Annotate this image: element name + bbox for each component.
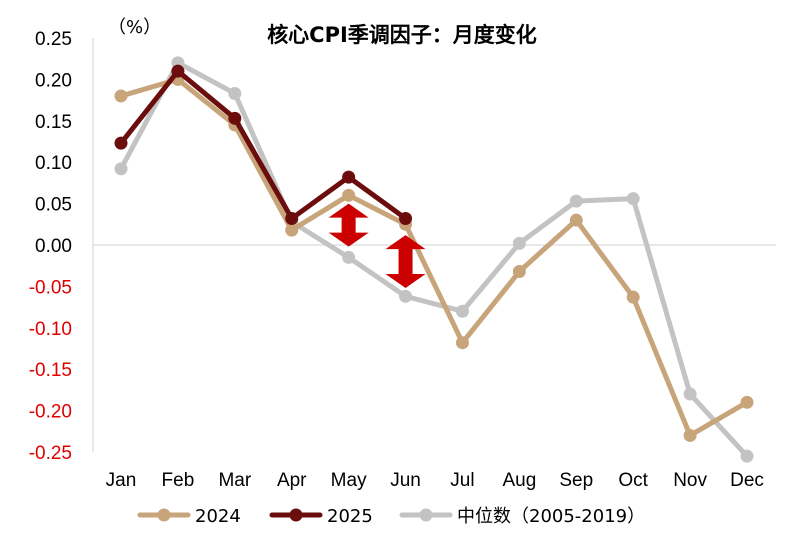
legend-swatch-marker (157, 508, 171, 522)
series-layer (114, 56, 754, 463)
series-line (118, 68, 409, 222)
x-tick-label: Jul (450, 470, 474, 491)
data-point (683, 387, 697, 401)
data-point (683, 428, 697, 442)
y-tick-label: -0.20 (29, 402, 72, 423)
data-point (569, 213, 583, 227)
data-point (740, 449, 754, 463)
data-point (171, 64, 185, 78)
x-tick-label: Aug (502, 470, 536, 491)
data-point (455, 336, 469, 350)
annotation-layer (328, 203, 426, 289)
data-point (342, 188, 356, 202)
series-2 (114, 56, 754, 463)
y-tick-labels: 0.25 0.20 0.15 0.10 0.05 0.00 -0.05 -0.10 -0.15 -… (29, 29, 72, 464)
y-tick-label: 0.10 (35, 153, 72, 174)
y-tick-label: 0.05 (35, 195, 72, 216)
data-point (626, 192, 640, 206)
data-point (342, 250, 356, 264)
data-point (342, 170, 356, 184)
series-0 (114, 72, 754, 442)
data-point (114, 136, 128, 150)
chart-title: 核心CPI季调因子：月度变化 (267, 23, 537, 47)
x-tick-label: Sep (559, 470, 593, 491)
x-tick-label: Nov (673, 470, 707, 491)
data-point (569, 194, 583, 208)
legend: 2024 2025 中位数（2005-2019） (137, 506, 645, 527)
series-line (118, 60, 750, 459)
legend-item: 中位数（2005-2019） (399, 506, 645, 527)
x-tick-label: Jun (390, 470, 421, 491)
data-point (114, 162, 128, 176)
x-tick-label: Dec (730, 470, 764, 491)
y-unit-label: （%） (108, 17, 161, 38)
legend-swatch-marker (419, 508, 433, 522)
y-tick-label: -0.10 (29, 319, 72, 340)
series-line (118, 76, 750, 438)
y-tick-label: 0.15 (35, 112, 72, 133)
y-tick-label: 0.20 (35, 70, 72, 91)
legend-swatch-marker (289, 508, 303, 522)
x-tick-label: Feb (162, 470, 195, 491)
data-point (399, 212, 413, 226)
x-tick-label: Mar (218, 470, 251, 491)
data-point (228, 86, 242, 100)
y-tick-label: 0.00 (35, 236, 72, 257)
data-point (455, 304, 469, 318)
double-arrow-annotation (385, 235, 426, 289)
x-tick-label: Apr (277, 470, 307, 491)
legend-item: 2024 (137, 506, 241, 527)
data-point (740, 395, 754, 409)
legend-label: 2025 (327, 506, 373, 527)
data-point (285, 223, 299, 237)
legend-label: 中位数（2005-2019） (457, 506, 645, 527)
data-point (285, 212, 299, 226)
series-1 (114, 64, 413, 226)
data-point (399, 289, 413, 303)
y-tick-label: -0.25 (29, 443, 72, 464)
y-tick-label: 0.25 (35, 29, 72, 50)
x-tick-label: Jan (106, 470, 137, 491)
x-tick-label: Oct (618, 470, 648, 491)
data-point (228, 111, 242, 125)
x-tick-labels: Jan Feb Mar Apr May Jun Jul Aug Sep Oct Nov Dec (106, 470, 764, 491)
data-point (512, 264, 526, 278)
data-point (114, 89, 128, 103)
legend-item: 2025 (269, 506, 373, 527)
data-point (626, 290, 640, 304)
y-tick-label: -0.05 (29, 277, 72, 298)
x-tick-label: May (331, 470, 367, 491)
legend-label: 2024 (195, 506, 241, 527)
double-arrow-annotation (328, 203, 369, 247)
data-point (512, 236, 526, 250)
y-tick-label: -0.15 (29, 360, 72, 381)
